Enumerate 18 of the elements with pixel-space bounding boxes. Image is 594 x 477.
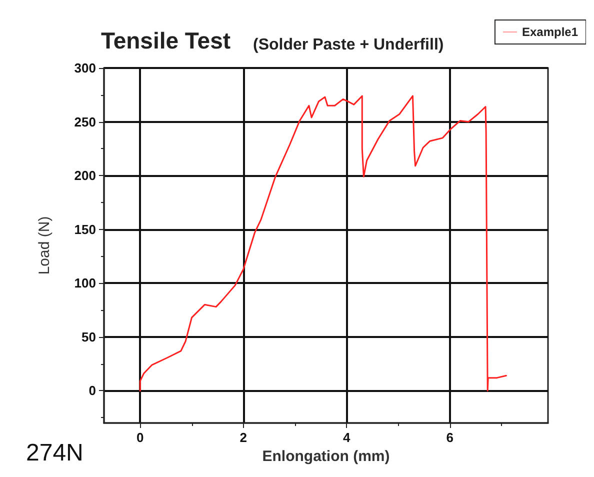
y-tick-label: 300 <box>74 60 96 76</box>
x-tick-label: 0 <box>136 430 144 445</box>
x-tick-label: 4 <box>343 430 352 445</box>
x-tick-label: 6 <box>446 430 454 445</box>
y-tick-label: 150 <box>74 222 96 237</box>
legend-label: Example1 <box>522 25 578 39</box>
y-tick-label: 100 <box>74 276 96 291</box>
chart-subtitle: (Solder Paste + Underfill) <box>253 36 444 54</box>
y-tick-label: 50 <box>82 329 96 344</box>
y-tick-label: 200 <box>74 168 96 184</box>
x-tick-label: 2 <box>240 430 248 445</box>
y-axis-title: Load (N) <box>36 216 53 275</box>
line-series <box>139 95 507 392</box>
chart-title: Tensile Test <box>101 28 231 54</box>
x-axis-title: Enlongation (mm) <box>262 448 390 465</box>
text: 274N <box>26 440 84 466</box>
y-tick-label: 0 <box>88 383 96 398</box>
y-tick-label: 250 <box>74 114 96 130</box>
